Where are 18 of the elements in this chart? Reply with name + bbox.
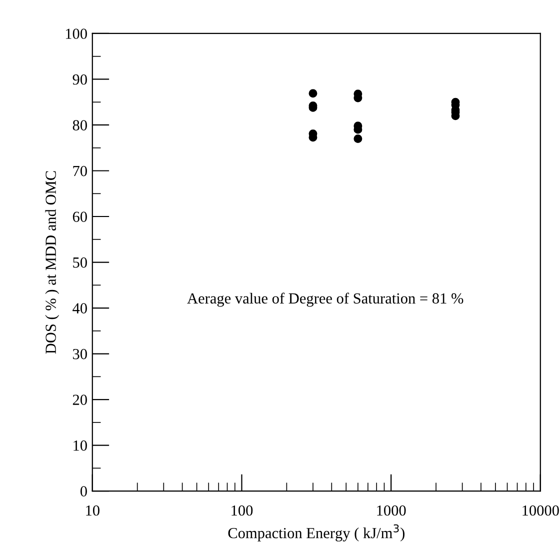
- y-tick-label: 40: [72, 303, 87, 314]
- y-tick-label: 0: [80, 486, 87, 496]
- x-tick-label: 1000: [377, 505, 406, 516]
- y-tick-label: 100: [66, 28, 87, 39]
- x-axis-title: Compaction Energy ( kJ/m$^{3}$): [228, 524, 404, 542]
- x-tick-label: 10: [86, 505, 100, 516]
- y-tick-label: 70: [73, 166, 87, 176]
- y-tick-label: 30: [72, 348, 87, 360]
- y-tick-label: 90: [72, 74, 87, 85]
- y-tick-label: 50: [73, 257, 87, 268]
- y-axis-title: DOS ( % ) at MDD and OMC: [45, 171, 60, 354]
- annotation: Aerage value of Degree of Saturation = 81 %: [187, 292, 464, 307]
- y-tick-label: 60: [72, 212, 87, 222]
- x-tick-label: 100: [232, 505, 253, 516]
- y-tick-label: 10: [74, 440, 87, 451]
- y-tick-label: 20: [72, 394, 87, 405]
- y-tick-label: 80: [72, 120, 87, 130]
- x-tick-label: 10000: [522, 505, 559, 516]
